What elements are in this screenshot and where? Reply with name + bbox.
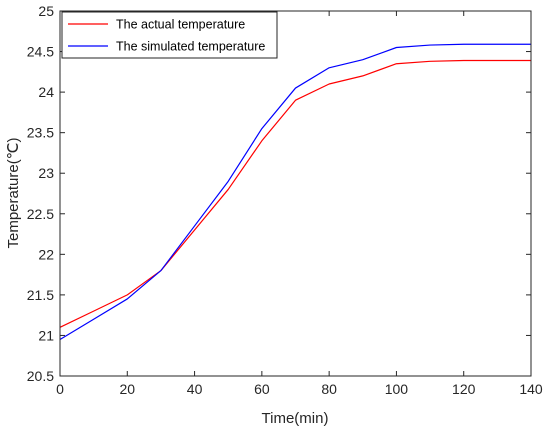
- x-tick-label: 80: [321, 381, 337, 397]
- y-tick-label: 25: [38, 3, 54, 19]
- plot-background: [60, 11, 531, 376]
- ticks-layer: 0 20 40 60 80 100 120 140 20.5 21 21.5 22 22.5 23 23.5…: [27, 3, 543, 397]
- y-tick-label: 21: [38, 327, 54, 343]
- y-tick-label: 24.5: [27, 44, 54, 60]
- x-tick-label: 60: [254, 381, 270, 397]
- y-tick-label: 23.5: [27, 125, 54, 141]
- x-tick-label: 20: [119, 381, 135, 397]
- series-layer: [59, 43, 531, 341]
- y-tick-label: 20.5: [27, 368, 54, 384]
- y-tick-label: 21.5: [27, 287, 54, 303]
- y-tick-label: 22: [38, 246, 54, 262]
- legend-label-actual: The actual temperature: [116, 18, 245, 32]
- x-tick-label: 0: [56, 381, 64, 397]
- axes-frame: [59, 10, 532, 377]
- legend: The actual temperature The simulated tem…: [61, 11, 278, 59]
- series-line-1: [59, 43, 531, 341]
- x-tick-label: 140: [519, 381, 543, 397]
- x-axis-title: Time(min): [262, 410, 329, 427]
- x-tick-label: 120: [452, 381, 476, 397]
- y-tick-label: 23: [38, 165, 54, 181]
- axes-layer: [59, 10, 532, 377]
- y-tick-label: 22.5: [27, 206, 54, 222]
- x-tick-label: 40: [187, 381, 203, 397]
- y-tick-label: 24: [38, 84, 54, 100]
- y-axis-title: Temperature(℃): [5, 137, 22, 248]
- legend-label-simulated: The simulated temperature: [116, 40, 265, 54]
- legend-box: [61, 11, 278, 59]
- x-tick-label: 100: [385, 381, 409, 397]
- series-line-0: [59, 59, 531, 328]
